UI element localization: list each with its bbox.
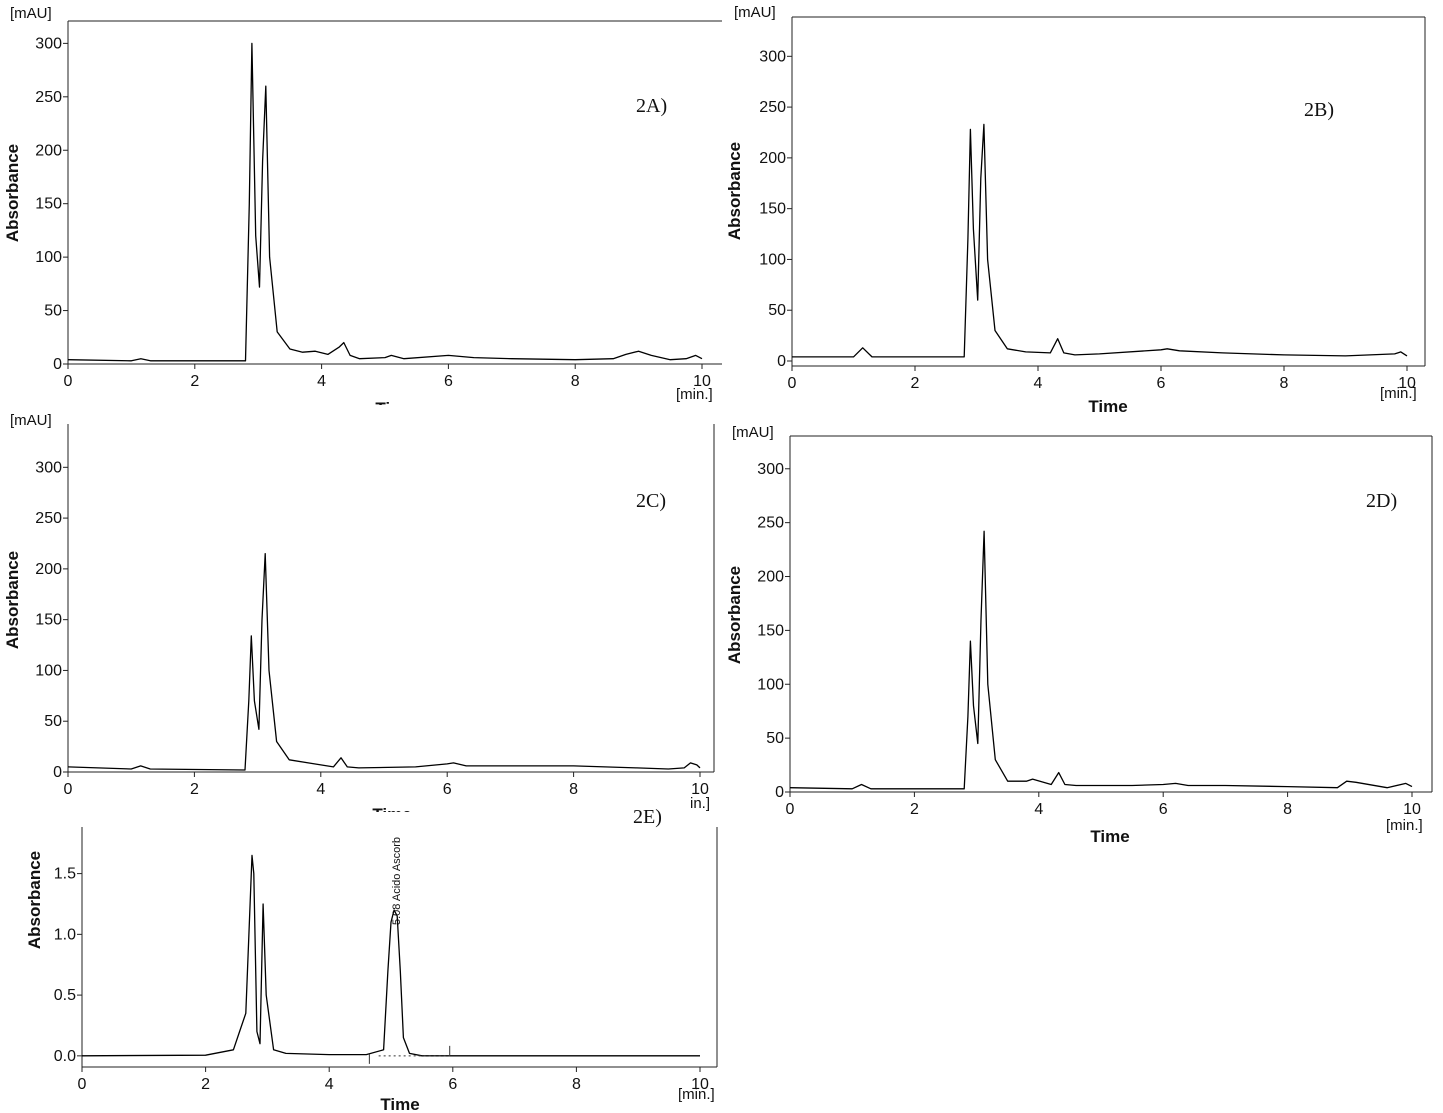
y-tick-label: 100 bbox=[757, 676, 784, 693]
x-tick-label: 2 bbox=[201, 1076, 210, 1093]
y-axis-label: Absorbance bbox=[3, 551, 22, 649]
x-tick-label: 8 bbox=[571, 373, 580, 390]
panel-label: 2A) bbox=[636, 95, 667, 117]
y-tick-label: 0 bbox=[777, 353, 786, 370]
x-tick-label: 0 bbox=[78, 1076, 87, 1093]
y-tick-label: 300 bbox=[35, 459, 62, 476]
panel-label: 2D) bbox=[1366, 490, 1397, 512]
y-tick-label: 100 bbox=[35, 249, 62, 266]
y-tick-label: 250 bbox=[35, 510, 62, 527]
chromatogram-trace bbox=[792, 123, 1408, 358]
chromatogram-trace bbox=[67, 552, 701, 771]
y-tick-label: 0.5 bbox=[54, 987, 76, 1004]
y-tick-label: 150 bbox=[35, 196, 62, 213]
y-tick-label: 250 bbox=[35, 89, 62, 106]
x-tick-label: 4 bbox=[1034, 801, 1043, 818]
y-tick-label: 0 bbox=[53, 764, 62, 781]
chart-panel-1: 0 50 100 150 200 250 300 0 2 4 6 8 10 [mAU] [min.] Abso… bbox=[3, 5, 722, 418]
y-tick-label: 0 bbox=[53, 356, 62, 373]
y-axis-label: Absorbance bbox=[3, 144, 22, 242]
y-axis-label: Absorbance bbox=[725, 142, 744, 240]
y-tick-label: 150 bbox=[759, 201, 786, 218]
x-tick-label: 4 bbox=[1034, 375, 1043, 392]
y-unit-label: [mAU] bbox=[734, 4, 776, 21]
x-unit-label: [min.] bbox=[676, 386, 713, 403]
y-tick-label: 150 bbox=[757, 622, 784, 639]
y-tick-label: 0 bbox=[775, 784, 784, 801]
x-tick-label: 4 bbox=[325, 1076, 334, 1093]
x-tick-label: 4 bbox=[316, 781, 325, 798]
x-unit-label: [min.] bbox=[1380, 385, 1417, 402]
x-axis-label: Time bbox=[1088, 397, 1127, 416]
x-tick-label: 10 bbox=[693, 373, 711, 390]
y-axis-label: Absorbance bbox=[25, 851, 44, 949]
x-tick-label: 10 bbox=[1398, 375, 1416, 392]
x-tick-label: 0 bbox=[64, 373, 73, 390]
x-axis-label: Time bbox=[375, 399, 414, 418]
y-unit-label: [mAU] bbox=[10, 5, 52, 22]
x-tick-label: 6 bbox=[448, 1076, 457, 1093]
x-tick-label: 10 bbox=[691, 781, 709, 798]
chromatogram-trace bbox=[789, 530, 1413, 790]
x-tick-label: 2 bbox=[190, 373, 199, 390]
y-tick-label: 300 bbox=[35, 35, 62, 52]
panel-label: 2B) bbox=[1304, 99, 1334, 121]
y-tick-label: 0.0 bbox=[54, 1048, 76, 1065]
y-unit-label: [mAU] bbox=[10, 412, 52, 429]
x-axis-label: Time bbox=[372, 805, 411, 824]
chart-panel-3: 0 50 100 150 200 250 300 0 2 4 6 8 10 [mAU] in.] Absorb… bbox=[3, 412, 715, 824]
x-tick-label: 8 bbox=[1283, 801, 1292, 818]
y-axis-label: Absorbance bbox=[725, 566, 744, 664]
y-unit-label: [mAU] bbox=[732, 424, 774, 441]
y-tick-label: 200 bbox=[35, 142, 62, 159]
x-unit-label: [min.] bbox=[1386, 817, 1423, 834]
x-tick-label: 6 bbox=[1159, 801, 1168, 818]
y-tick-label: 1.5 bbox=[54, 866, 76, 883]
x-tick-label: 2 bbox=[190, 781, 199, 798]
y-tick-label: 50 bbox=[766, 730, 784, 747]
x-tick-label: 10 bbox=[691, 1076, 709, 1093]
chart-panel-2: 0 50 100 150 200 250 300 0 2 4 6 8 10 [mAU] [min.] Abso… bbox=[725, 4, 1426, 416]
y-tick-label: 250 bbox=[757, 515, 784, 532]
panel-label: 2E) bbox=[633, 806, 662, 828]
x-tick-label: 0 bbox=[786, 801, 795, 818]
x-tick-label: 2 bbox=[911, 375, 920, 392]
y-tick-label: 1.0 bbox=[54, 926, 76, 943]
x-tick-label: 0 bbox=[64, 781, 73, 798]
x-tick-label: 4 bbox=[317, 373, 326, 390]
y-tick-label: 100 bbox=[35, 662, 62, 679]
x-tick-label: 8 bbox=[1280, 375, 1289, 392]
y-tick-label: 300 bbox=[759, 48, 786, 65]
y-tick-label: 300 bbox=[757, 461, 784, 478]
peak-annotation: 5.08 Acido Ascorb bbox=[391, 837, 403, 925]
x-tick-label: 6 bbox=[443, 781, 452, 798]
x-tick-label: 10 bbox=[1403, 801, 1421, 818]
chromatogram-trace bbox=[81, 854, 700, 1057]
chart-panel-5: 0.0 0.5 1.0 1.5 0 2 4 6 8 10[min.] Absorbance Time 2… bbox=[25, 806, 718, 1113]
x-tick-label: 6 bbox=[1157, 375, 1166, 392]
x-tick-label: 8 bbox=[572, 1076, 581, 1093]
panel-label: 2C) bbox=[636, 490, 666, 512]
x-axis-label: Time bbox=[380, 1095, 419, 1113]
x-axis-label: Time bbox=[1090, 827, 1129, 846]
y-tick-label: 150 bbox=[35, 612, 62, 629]
x-unit-label: in.] bbox=[690, 795, 710, 812]
chart-panel-4: 0 50 100 150 200 250 300 0 2 4 6 8 10 [mAU] [min.] Abso… bbox=[725, 424, 1433, 846]
y-tick-label: 50 bbox=[44, 303, 62, 320]
y-tick-label: 50 bbox=[768, 302, 786, 319]
x-tick-label: 6 bbox=[444, 373, 453, 390]
y-tick-label: 250 bbox=[759, 99, 786, 116]
y-tick-label: 200 bbox=[757, 569, 784, 586]
x-tick-label: 2 bbox=[910, 801, 919, 818]
y-tick-label: 100 bbox=[759, 251, 786, 268]
y-tick-label: 200 bbox=[35, 561, 62, 578]
x-unit-label: [min.] bbox=[678, 1086, 715, 1103]
y-tick-label: 50 bbox=[44, 713, 62, 730]
x-tick-label: 8 bbox=[569, 781, 578, 798]
y-tick-label: 200 bbox=[759, 150, 786, 167]
x-tick-label: 0 bbox=[788, 375, 797, 392]
chromatogram-trace bbox=[67, 42, 703, 362]
